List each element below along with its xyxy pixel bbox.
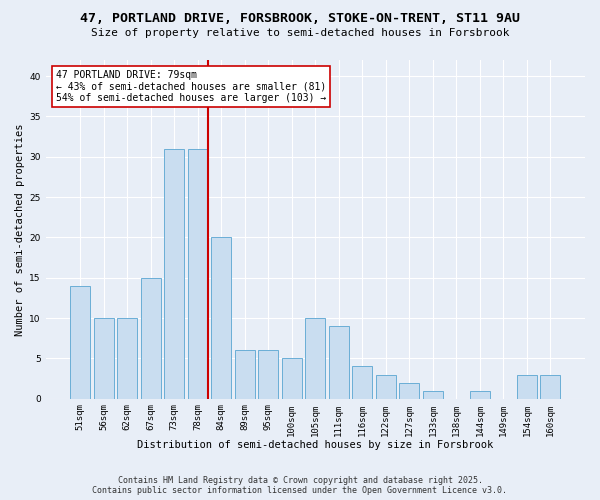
Bar: [305, 318, 325, 398]
Bar: [117, 318, 137, 398]
X-axis label: Distribution of semi-detached houses by size in Forsbrook: Distribution of semi-detached houses by …: [137, 440, 493, 450]
Bar: [258, 350, 278, 399]
Bar: [140, 278, 161, 398]
Y-axis label: Number of semi-detached properties: Number of semi-detached properties: [15, 123, 25, 336]
Text: 47 PORTLAND DRIVE: 79sqm
← 43% of semi-detached houses are smaller (81)
54% of s: 47 PORTLAND DRIVE: 79sqm ← 43% of semi-d…: [56, 70, 326, 103]
Text: Size of property relative to semi-detached houses in Forsbrook: Size of property relative to semi-detach…: [91, 28, 509, 38]
Bar: [517, 374, 537, 398]
Text: Contains HM Land Registry data © Crown copyright and database right 2025.
Contai: Contains HM Land Registry data © Crown c…: [92, 476, 508, 495]
Bar: [94, 318, 113, 398]
Bar: [400, 382, 419, 398]
Bar: [164, 148, 184, 398]
Bar: [235, 350, 254, 399]
Bar: [282, 358, 302, 399]
Bar: [376, 374, 396, 398]
Bar: [329, 326, 349, 398]
Bar: [541, 374, 560, 398]
Bar: [188, 148, 208, 398]
Text: 47, PORTLAND DRIVE, FORSBROOK, STOKE-ON-TRENT, ST11 9AU: 47, PORTLAND DRIVE, FORSBROOK, STOKE-ON-…: [80, 12, 520, 26]
Bar: [470, 390, 490, 398]
Bar: [70, 286, 90, 399]
Bar: [352, 366, 373, 398]
Bar: [423, 390, 443, 398]
Bar: [211, 238, 231, 398]
